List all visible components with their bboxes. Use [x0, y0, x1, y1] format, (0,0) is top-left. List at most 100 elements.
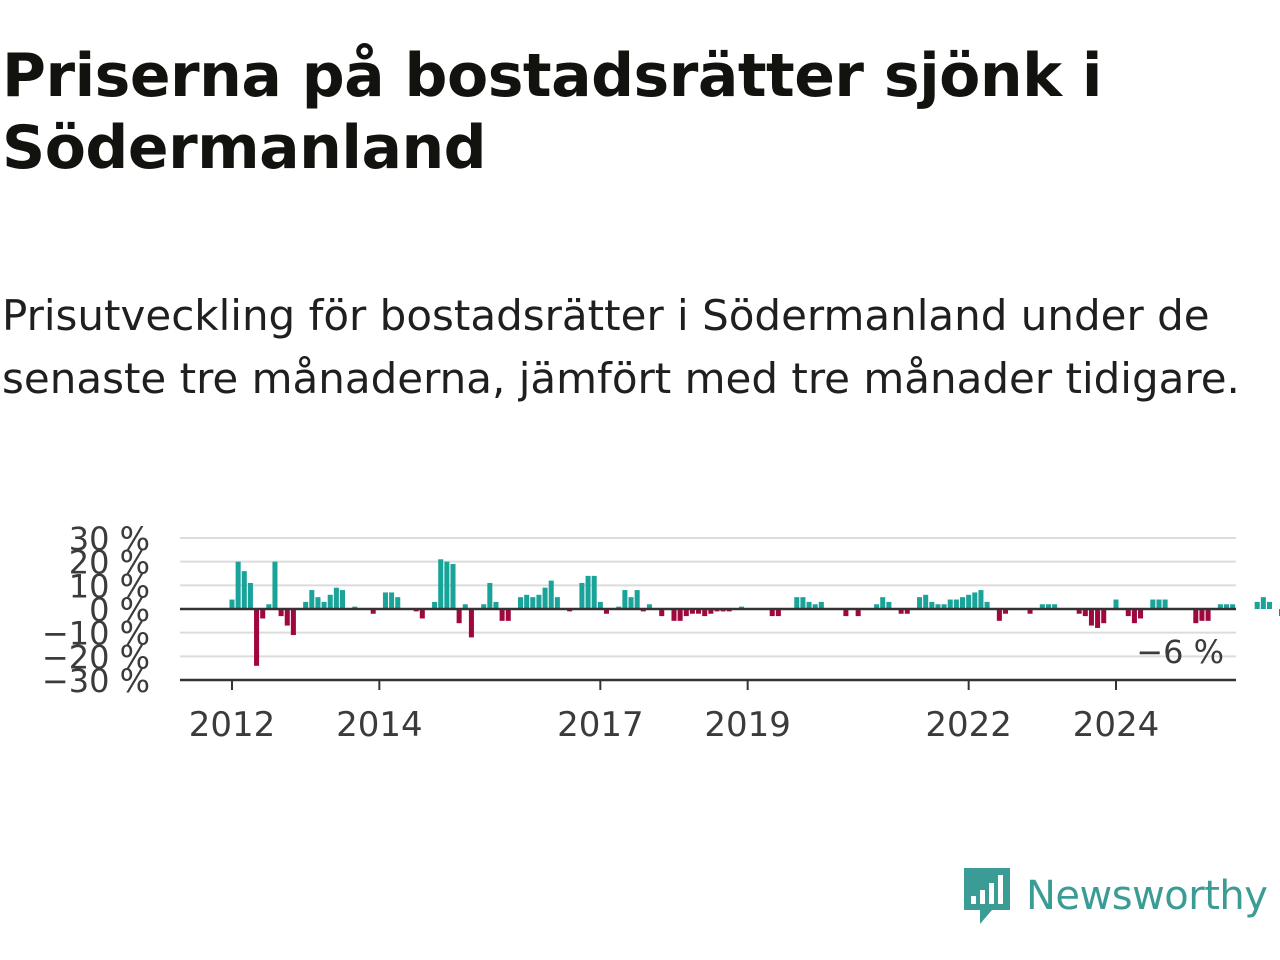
y-tick-label: 10 % [69, 567, 150, 605]
x-tick-label: 2012 [189, 705, 276, 745]
bar [972, 592, 978, 609]
x-tick-label: 2024 [1073, 705, 1160, 745]
bar [499, 609, 505, 621]
bar [941, 604, 947, 609]
y-tick-label: −30 % [42, 662, 150, 700]
bar [603, 609, 609, 614]
bar-chart: 30 %20 %10 %0 %−10 %−20 %−30 % 2012 2014 2… [42, 520, 1280, 745]
bar [339, 590, 346, 609]
bar [241, 571, 247, 609]
bar [1217, 604, 1223, 609]
bar [880, 597, 886, 609]
bar [327, 594, 333, 609]
bar [1052, 604, 1058, 609]
bar [1156, 599, 1162, 609]
last-value-label: −6 % [1136, 633, 1224, 671]
bar [524, 594, 530, 609]
bar [370, 609, 376, 614]
bar [855, 609, 861, 617]
bar [671, 609, 677, 621]
bar [1095, 609, 1101, 628]
bar [1266, 601, 1272, 609]
bar [1223, 604, 1230, 609]
bar [696, 609, 702, 614]
y-tick-label: −20 % [42, 638, 150, 676]
y-tick-label: 0 % [89, 591, 150, 629]
bar [886, 601, 892, 609]
bar [1027, 609, 1033, 614]
bar [923, 594, 929, 609]
bar [487, 582, 493, 609]
bar [1101, 609, 1107, 624]
bar [794, 597, 800, 609]
bar [518, 597, 524, 609]
bar [818, 601, 824, 609]
bar [1260, 597, 1266, 609]
bar [843, 609, 849, 617]
bar [929, 601, 935, 609]
bar [646, 604, 652, 609]
bar [659, 609, 665, 617]
bar [493, 601, 499, 609]
bar [456, 609, 462, 624]
bar [438, 559, 444, 609]
bar [548, 580, 554, 609]
bar [247, 582, 253, 609]
chart-bars [229, 559, 1280, 666]
bar [395, 597, 401, 609]
bar [432, 601, 438, 609]
bar [1082, 609, 1088, 617]
bar [290, 609, 296, 636]
bar [904, 609, 910, 614]
bar [591, 575, 597, 609]
x-tick-label: 2022 [925, 705, 1012, 745]
bar [579, 582, 585, 609]
bar [966, 594, 972, 609]
bar [272, 561, 278, 609]
bar [505, 609, 511, 621]
bar [996, 609, 1002, 621]
page-title: Priserna på bostadsrätter sjönk i Söderm… [2, 41, 1102, 183]
bar [898, 609, 904, 614]
bar [481, 604, 487, 609]
bar [382, 592, 388, 609]
bar [677, 609, 683, 621]
bar [800, 597, 806, 609]
bar [1162, 599, 1168, 609]
bar [984, 601, 990, 609]
bar [917, 597, 923, 609]
bar [628, 597, 634, 609]
bar [1193, 609, 1199, 624]
bar [309, 590, 315, 609]
bar [389, 592, 395, 609]
chart-gridlines [180, 537, 1236, 658]
bar [597, 601, 603, 609]
bar [978, 590, 984, 609]
x-axis-labels: 2012 2014 2017 2019 2022 2024 [189, 680, 1160, 745]
bar [260, 609, 266, 619]
bar [1254, 601, 1260, 609]
x-tick-label: 2017 [557, 705, 644, 745]
bar [536, 594, 542, 609]
bar [1150, 599, 1156, 609]
bar [960, 597, 966, 609]
y-tick-label: −10 % [42, 615, 150, 653]
bar [683, 609, 689, 617]
bar [1199, 609, 1205, 621]
bar [444, 561, 450, 609]
bar [935, 604, 941, 609]
bar [1039, 604, 1045, 609]
bar [554, 597, 560, 609]
bar [1076, 609, 1082, 614]
bar [585, 575, 591, 609]
bar [622, 590, 628, 609]
x-tick-label: 2014 [336, 705, 423, 745]
bar [321, 601, 327, 609]
bar [254, 609, 260, 666]
bar [266, 604, 272, 609]
bar [708, 609, 714, 614]
bar [769, 609, 775, 617]
bar [1113, 599, 1119, 609]
bar [702, 609, 708, 617]
bar [1131, 609, 1137, 624]
